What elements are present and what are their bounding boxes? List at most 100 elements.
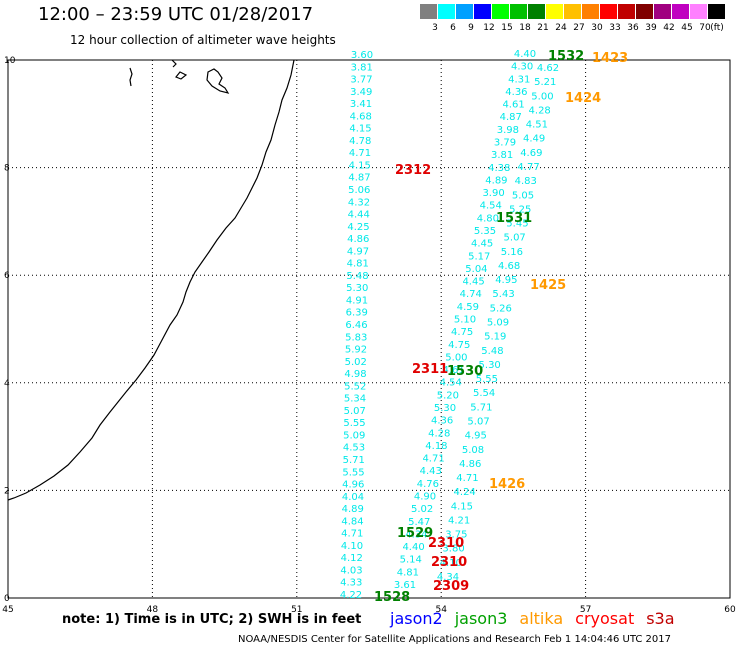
track-value-label: 5.35 bbox=[474, 226, 496, 237]
track-value-label: 3.75 bbox=[445, 530, 467, 541]
scale-swatch bbox=[420, 4, 437, 19]
track-value-label: 5.83 bbox=[345, 332, 367, 343]
legend-item-jason3: jason3 bbox=[454, 609, 508, 628]
track-value-label: 5.19 bbox=[484, 332, 506, 343]
track-value-label: 3.60 bbox=[351, 50, 373, 61]
track-value-label: 5.02 bbox=[411, 504, 433, 515]
track-value-label: 4.68 bbox=[350, 111, 372, 122]
track-value-label: 4.32 bbox=[348, 197, 370, 208]
map-grid: 45 48 51 54 57 60 0 2 4 6 8 10 bbox=[2, 56, 736, 615]
scale-swatch bbox=[600, 4, 617, 19]
scale-unit-label: (ft) bbox=[710, 23, 724, 33]
track-value-label: 4.54 bbox=[440, 378, 462, 389]
legend-item-cryosat: cryosat bbox=[575, 609, 635, 628]
scale-label: 21 bbox=[537, 23, 549, 33]
color-scale-legend: 3 6 9 12 15 18 21 24 27 30 33 36 39 42 45 70 (ft) bbox=[420, 4, 731, 38]
track-value-label: 5.48 bbox=[346, 271, 368, 282]
track-value-label: 5.34 bbox=[344, 394, 366, 405]
track-value-label: 4.71 bbox=[349, 148, 371, 159]
track-value-label: 4.97 bbox=[347, 246, 369, 257]
track-value-label: 4.40 bbox=[514, 49, 536, 60]
track-value-label: 5.54 bbox=[473, 388, 495, 399]
scale-swatch bbox=[582, 4, 599, 19]
page-title: 12:00 – 23:59 UTC 01/28/2017 bbox=[38, 4, 314, 25]
track-value-label: 4.61 bbox=[502, 100, 524, 111]
track-value-label: 4.30 bbox=[511, 62, 533, 73]
track-value-label: 3.61 bbox=[394, 580, 416, 591]
track-value-label: 4.45 bbox=[462, 277, 484, 288]
track-value-label: 4.75 bbox=[448, 340, 470, 351]
time-marker: 2310 bbox=[428, 536, 464, 551]
track-value-label: 3.79 bbox=[494, 138, 516, 149]
time-marker: 2312 bbox=[395, 163, 431, 178]
scale-swatch bbox=[438, 4, 455, 19]
scale-label: 45 bbox=[681, 23, 693, 33]
track-value-label: 5.10 bbox=[454, 315, 476, 326]
track-value-label: 5.16 bbox=[501, 247, 523, 258]
track-value-label: 5.00 bbox=[445, 352, 467, 363]
track-value-label: 4.71 bbox=[456, 473, 478, 484]
track-value-label: 4.87 bbox=[500, 112, 522, 123]
track-value-label: 4.15 bbox=[349, 160, 371, 171]
time-marker: 1528 bbox=[374, 590, 410, 605]
lon-tick-label: 51 bbox=[291, 605, 302, 615]
track-value-label: 4.71 bbox=[422, 454, 444, 465]
track-value-label: 4.10 bbox=[440, 558, 462, 569]
track-value-label: 5.48 bbox=[481, 346, 503, 357]
time-marker: 2309 bbox=[433, 579, 469, 594]
track-value-label: 3.81 bbox=[491, 150, 513, 161]
track-value-label: 5.92 bbox=[345, 345, 367, 356]
scale-swatch bbox=[492, 4, 509, 19]
track-value-label: 4.04 bbox=[342, 492, 364, 503]
page-subtitle: 12 hour collection of altimeter wave hei… bbox=[70, 33, 336, 47]
track-value-label: 6.39 bbox=[346, 308, 368, 319]
track-value-label: 5.30 bbox=[434, 403, 456, 414]
lon-tick-label: 57 bbox=[580, 605, 591, 615]
track-value-label: 4.33 bbox=[340, 578, 362, 589]
track-value-label: 5.05 bbox=[512, 190, 534, 201]
scale-label: 6 bbox=[450, 23, 456, 33]
island-outline-1 bbox=[129, 67, 133, 87]
track-value-label: 4.51 bbox=[526, 120, 548, 131]
scale-label: 33 bbox=[609, 23, 621, 33]
scale-label: 9 bbox=[468, 23, 474, 33]
track-value-label: 4.25 bbox=[347, 222, 369, 233]
time-marker: 1423 bbox=[592, 51, 628, 66]
footnote: note: 1) Time is in UTC; 2) SWH is in fe… bbox=[62, 612, 362, 627]
time-marker: 1529 bbox=[397, 526, 433, 541]
track-value-label: 4.98 bbox=[344, 369, 366, 380]
credit-line: NOAA/NESDIS Center for Satellite Applica… bbox=[238, 634, 671, 645]
track-value-label: 4.43 bbox=[420, 466, 442, 477]
track-value-label: 4.89 bbox=[485, 175, 507, 186]
track-value-label: 4.53 bbox=[343, 443, 365, 454]
lat-tick-label: 2 bbox=[4, 486, 10, 496]
track-value-label: 4.69 bbox=[520, 148, 542, 159]
scale-label: 39 bbox=[645, 23, 657, 33]
track-value-label: 4.61 bbox=[442, 365, 464, 376]
scale-label: 15 bbox=[501, 23, 513, 33]
track-value-label: 4.77 bbox=[517, 162, 539, 173]
track-value-label: 4.45 bbox=[471, 239, 493, 250]
lat-tick-label: 4 bbox=[4, 379, 10, 389]
track-value-label: 5.71 bbox=[343, 455, 365, 466]
track-value-label: 4.76 bbox=[417, 479, 439, 490]
track-value-label: 4.91 bbox=[346, 295, 368, 306]
track-value-label: 5.43 bbox=[492, 289, 514, 300]
legend-item-altika: altika bbox=[519, 609, 564, 628]
lon-tick-label: 45 bbox=[2, 605, 13, 615]
track-value-label: 4.15 bbox=[349, 124, 371, 135]
track-value-label: 5.06 bbox=[348, 185, 370, 196]
track-value-label: 4.22 bbox=[340, 590, 362, 601]
scale-swatch bbox=[564, 4, 581, 19]
scale-swatch bbox=[672, 4, 689, 19]
scale-swatch bbox=[636, 4, 653, 19]
scale-swatch bbox=[618, 4, 635, 19]
track-value-label: 5.47 bbox=[408, 517, 430, 528]
track-value-label: 4.21 bbox=[448, 515, 470, 526]
track-value-label: 5.09 bbox=[487, 318, 509, 329]
track-value-label: 4.34 bbox=[405, 529, 427, 540]
scale-label: 12 bbox=[483, 23, 495, 33]
lon-tick-label: 54 bbox=[435, 605, 447, 615]
